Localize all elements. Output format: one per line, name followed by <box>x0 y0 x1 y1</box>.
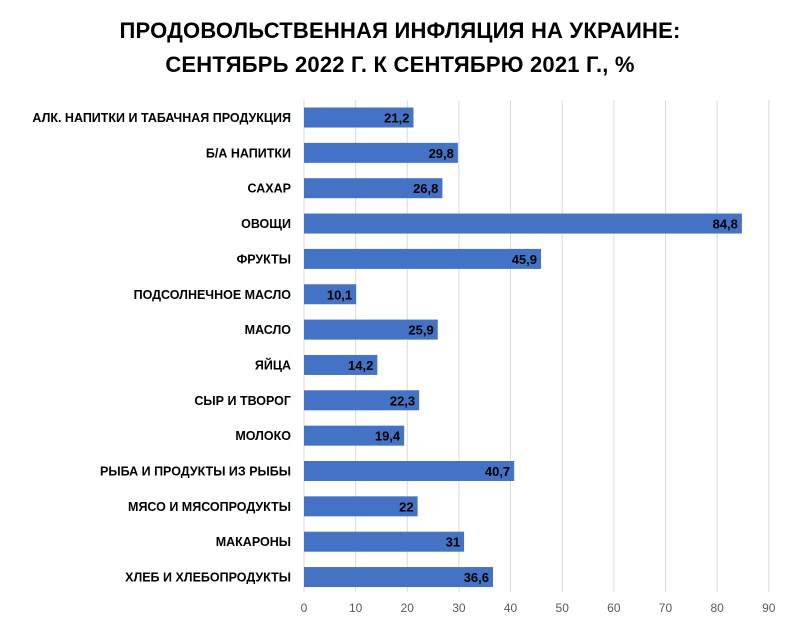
bar <box>304 319 438 340</box>
category-label: САХАР <box>248 182 291 196</box>
data-label: 29,8 <box>429 146 454 161</box>
category-label: МОЛОКО <box>235 429 291 443</box>
data-label: 40,7 <box>485 464 510 479</box>
x-tick-label: 20 <box>401 601 415 615</box>
data-label: 36,6 <box>464 570 489 585</box>
category-label: МАСЛО <box>245 323 292 337</box>
x-tick-label: 90 <box>762 601 776 615</box>
category-label: ПОДСОЛНЕЧНОЕ МАСЛО <box>134 288 292 302</box>
data-label: 22 <box>399 499 413 514</box>
data-label: 22,3 <box>390 393 415 408</box>
data-label: 31 <box>446 535 460 550</box>
category-label: ХЛЕБ И ХЛЕБОПРОДУКТЫ <box>125 571 291 585</box>
category-label: МЯСО И МЯСОПРОДУКТЫ <box>128 500 291 514</box>
bar <box>304 496 418 517</box>
bar <box>304 142 458 163</box>
data-label: 14,2 <box>348 358 373 373</box>
category-label: ОВОЩИ <box>241 217 291 231</box>
data-label: 45,9 <box>512 252 537 267</box>
category-label: СЫР И ТВОРОГ <box>194 394 291 408</box>
data-label: 10,1 <box>327 287 352 302</box>
category-label: РЫБА И ПРОДУКТЫ ИЗ РЫБЫ <box>100 465 291 479</box>
bar <box>304 248 542 269</box>
data-label: 84,8 <box>713 217 738 232</box>
data-label: 19,4 <box>375 429 401 444</box>
data-label: 21,2 <box>384 111 409 126</box>
category-label: Б/А НАПИТКИ <box>206 146 291 160</box>
bar <box>304 107 414 128</box>
bar <box>304 284 357 305</box>
bar <box>304 178 443 199</box>
x-tick-label: 80 <box>710 601 724 615</box>
category-label: ФРУКТЫ <box>237 252 291 266</box>
x-tick-label: 50 <box>556 601 570 615</box>
category-label: АЛК. НАПИТКИ И ТАБАЧНАЯ ПРОДУКЦИЯ <box>32 111 291 125</box>
bar <box>304 390 420 411</box>
data-label: 25,9 <box>408 323 433 338</box>
x-tick-label: 40 <box>504 601 518 615</box>
x-tick-label: 10 <box>349 601 363 615</box>
bar <box>304 213 742 234</box>
category-label: ЯЙЦА <box>255 357 291 372</box>
bar <box>304 354 378 375</box>
bar <box>304 567 494 588</box>
data-label: 26,8 <box>413 181 438 196</box>
x-tick-label: 70 <box>659 601 673 615</box>
chart-subtitle: СЕНТЯБРЬ 2022 Г. К СЕНТЯБРЮ 2021 Г., % <box>165 52 635 77</box>
bar <box>304 461 515 481</box>
chart-title: ПРОДОВОЛЬСТВЕННАЯ ИНФЛЯЦИЯ НА УКРАИНЕ: <box>119 18 681 43</box>
x-tick-label: 30 <box>452 601 466 615</box>
bar <box>304 531 465 552</box>
x-tick-label: 60 <box>607 601 621 615</box>
category-label: МАКАРОНЫ <box>216 535 291 549</box>
x-tick-label: 0 <box>301 601 308 615</box>
bar <box>304 425 405 446</box>
